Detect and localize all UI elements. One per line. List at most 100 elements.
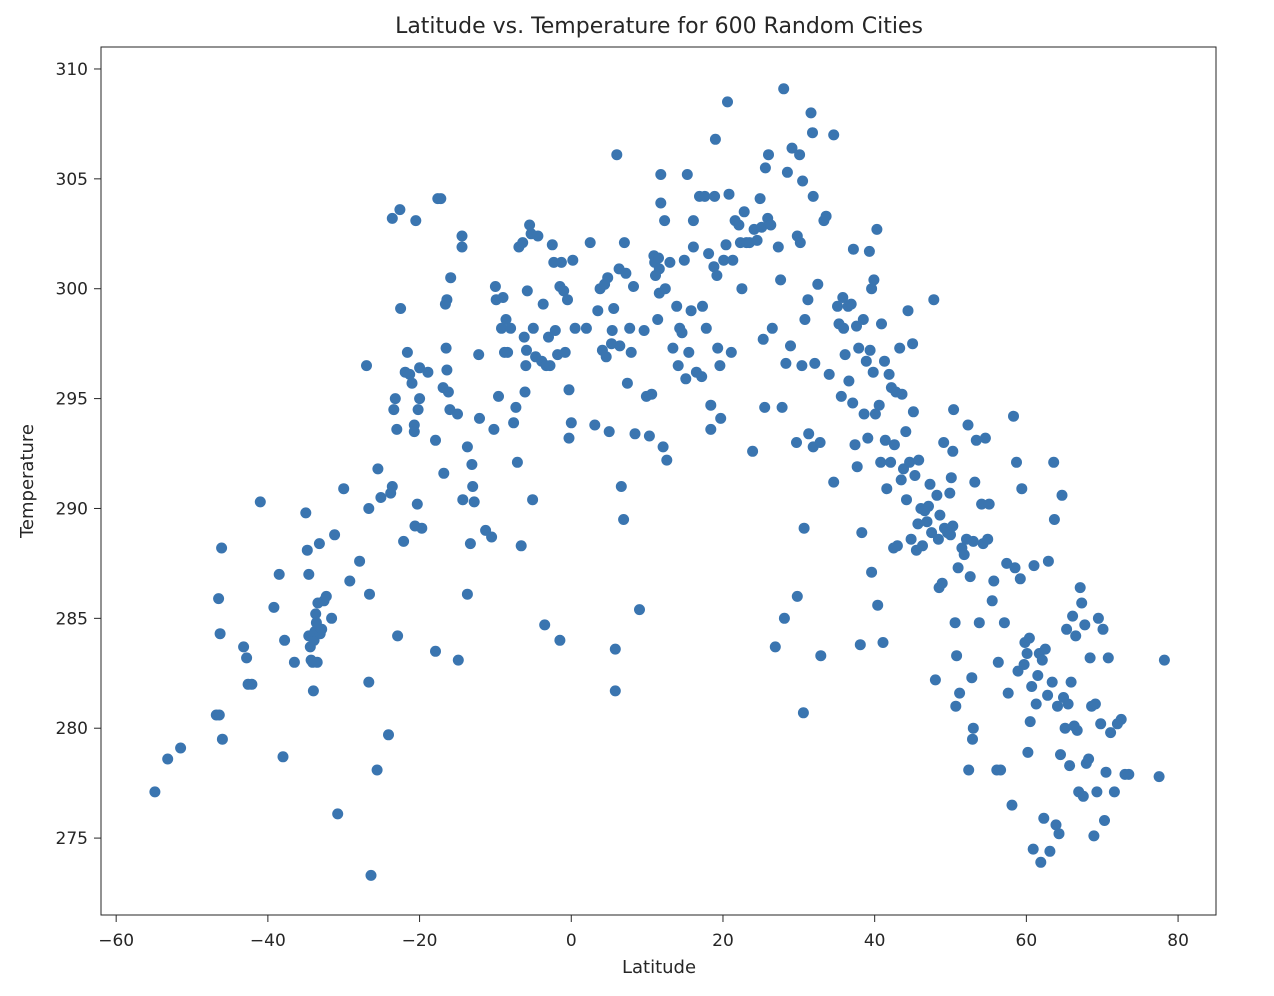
- scatter-point: [1095, 718, 1107, 730]
- y-tick-label: 280: [56, 719, 88, 739]
- scatter-point: [766, 322, 778, 334]
- scatter-point: [979, 432, 991, 444]
- scatter-point: [589, 419, 601, 431]
- scatter-point: [854, 639, 866, 651]
- scatter-point: [416, 522, 428, 534]
- scatter-point: [580, 322, 592, 334]
- scatter-point: [213, 709, 225, 721]
- scatter-point: [709, 133, 721, 145]
- scatter-point: [849, 439, 861, 451]
- scatter-point: [388, 404, 400, 416]
- scatter-point: [456, 241, 468, 253]
- scatter-point: [518, 331, 530, 343]
- x-axis-ticks: −60 −40 −20 0 20 40 60 80: [98, 915, 1189, 951]
- x-tick-label: 80: [1167, 931, 1189, 951]
- scatter-point: [772, 241, 784, 253]
- scatter-point: [452, 408, 463, 420]
- scatter-point: [562, 294, 573, 306]
- scatter-point: [794, 237, 806, 249]
- scatter-point: [879, 355, 890, 367]
- scatter-point: [311, 656, 323, 668]
- scatter-point: [609, 643, 621, 655]
- scatter-point: [917, 540, 928, 552]
- scatter-point: [680, 373, 692, 385]
- scatter-point: [708, 261, 720, 273]
- scatter-point: [1022, 746, 1034, 758]
- chart-title: Latitude vs. Temperature for 600 Random …: [395, 14, 923, 39]
- scatter-point: [1028, 560, 1040, 572]
- scatter-point: [881, 483, 893, 495]
- scatter-point: [546, 239, 558, 251]
- scatter-point: [678, 254, 690, 266]
- scatter-point: [555, 256, 567, 268]
- scatter-point: [486, 531, 498, 543]
- y-tick-label: 285: [56, 609, 88, 629]
- scatter-point: [820, 210, 832, 222]
- scatter-point: [676, 327, 688, 339]
- scatter-point: [853, 342, 865, 354]
- scatter-point: [646, 388, 658, 400]
- scatter-point: [279, 634, 291, 646]
- scatter-point: [614, 340, 626, 352]
- scatter-point: [1026, 681, 1038, 692]
- scatter-point: [398, 535, 410, 547]
- scatter-point: [775, 274, 787, 286]
- scatter-point: [1076, 597, 1088, 609]
- scatter-point: [474, 412, 485, 424]
- scatter-point: [371, 764, 383, 776]
- scatter-point: [1024, 716, 1036, 728]
- scatter-point: [807, 190, 819, 202]
- scatter-point: [962, 419, 974, 431]
- scatter-point: [763, 149, 774, 161]
- scatter-point: [406, 377, 418, 389]
- scatter-point: [952, 562, 964, 574]
- scatter-point: [456, 230, 468, 242]
- scatter-point: [712, 342, 724, 354]
- scatter-point: [832, 300, 843, 312]
- scatter-point: [214, 628, 226, 640]
- y-tick-label: 295: [56, 390, 88, 410]
- scatter-point: [727, 254, 739, 266]
- scatter-point: [664, 256, 676, 268]
- scatter-point: [216, 733, 228, 745]
- scatter-point: [1021, 648, 1033, 659]
- scatter-point: [313, 538, 325, 550]
- scatter-point: [1108, 786, 1120, 798]
- scatter-point: [967, 733, 978, 745]
- scatter-point: [241, 652, 253, 664]
- scatter-point: [856, 527, 868, 539]
- scatter-point: [519, 386, 531, 398]
- scatter-point: [928, 294, 940, 306]
- scatter-point: [628, 281, 639, 292]
- scatter-point: [527, 322, 539, 334]
- scatter-point: [1009, 562, 1021, 574]
- scatter-point: [618, 237, 630, 249]
- scatter-point: [620, 267, 632, 279]
- scatter-point: [860, 355, 872, 367]
- scatter-point: [466, 459, 478, 470]
- x-tick-label: 20: [712, 931, 734, 951]
- scatter-point: [786, 142, 798, 154]
- scatter-point: [238, 641, 250, 653]
- scatter-point: [1018, 659, 1030, 670]
- scatter-point: [1044, 845, 1056, 857]
- scatter-point: [1158, 654, 1170, 666]
- scatter-point: [461, 588, 473, 600]
- scatter-point: [986, 595, 998, 607]
- scatter-point: [1042, 555, 1054, 567]
- scatter-point: [401, 346, 413, 358]
- scatter-point: [799, 314, 811, 325]
- scatter-point: [807, 127, 818, 139]
- scatter-point: [907, 338, 919, 350]
- scatter-point: [847, 397, 859, 409]
- scatter-point: [1089, 698, 1101, 710]
- scatter-point: [515, 540, 527, 552]
- scatter-point: [866, 566, 878, 578]
- scatter-point: [797, 175, 809, 187]
- scatter-point: [921, 516, 933, 528]
- scatter-point: [246, 678, 258, 690]
- scatter-point: [864, 344, 876, 356]
- scatter-point: [970, 434, 982, 446]
- scatter-point: [814, 437, 826, 448]
